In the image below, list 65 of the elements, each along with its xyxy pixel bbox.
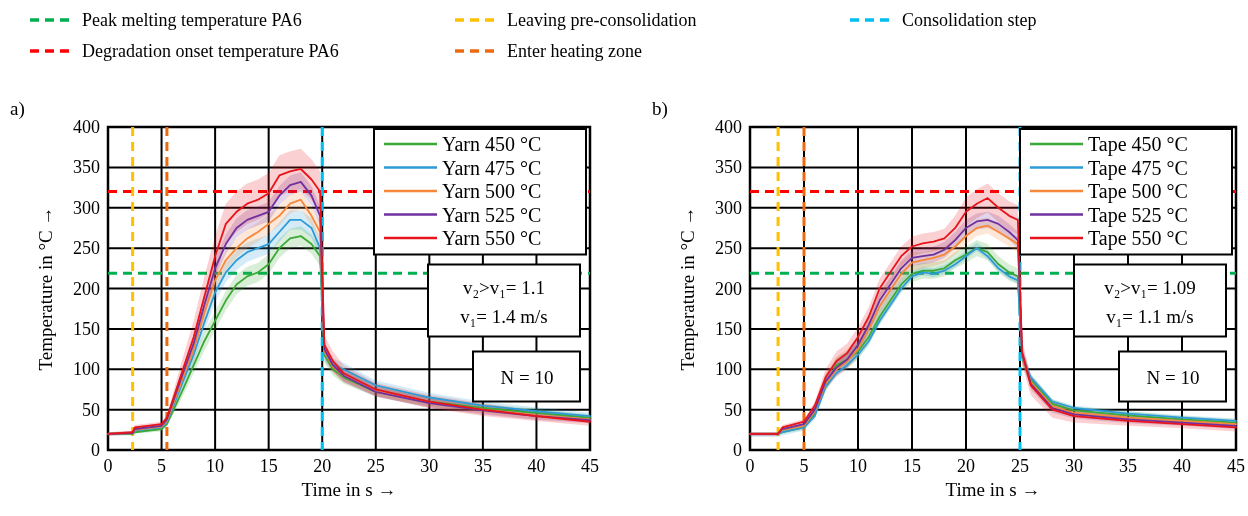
x-tick-label: 30 [420,456,439,476]
y-tick-label: 400 [715,117,742,137]
legend-label: Yarn 550 °C [442,227,542,249]
legend-label: Tape 475 °C [1088,156,1188,180]
y-tick-label: 300 [715,197,742,218]
legend-label: Enter heating zone [507,41,642,61]
x-tick-label: 10 [849,456,867,476]
x-tick-label: 35 [473,456,492,476]
y-tick-label: 250 [73,238,100,259]
x-tick-label: 15 [903,456,921,476]
y-tick-label: 0 [91,440,100,460]
x-tick-label: 10 [206,456,225,476]
annotation: v₁= 1.1 m/s [1106,305,1194,327]
x-axis-title: Time in s → [301,479,397,500]
legend-label: Tape 450 °C [1088,133,1188,156]
y-tick-label: 100 [73,359,100,380]
x-tick-label: 15 [259,456,278,476]
x-tick-label: 25 [1011,456,1029,476]
legend-label: Degradation onset temperature PA6 [82,41,339,61]
legend-label: Yarn 525 °C [442,203,542,226]
x-tick-label: 30 [1065,456,1083,476]
y-tick-label: 400 [73,117,100,137]
legend-label: Yarn 500 °C [442,180,542,202]
y-tick-label: 150 [715,318,742,339]
legend-label: Tape 525 °C [1088,203,1188,227]
y-tick-label: 150 [73,318,100,339]
text: a) [10,98,25,120]
legend-label: Consolidation step [902,10,1037,30]
x-tick-label: 45 [581,456,599,476]
x-tick-label: 0 [103,456,113,476]
x-tick-label: 5 [799,456,809,476]
legend-label: Yarn 475 °C [442,156,542,179]
x-tick-label: 40 [1173,456,1191,476]
legend-label: Peak melting temperature PA6 [82,10,302,30]
legend-label: Yarn 450 °C [442,133,542,155]
x-tick-label: 5 [157,456,167,476]
y-tick-label: 200 [715,278,742,299]
x-tick-label: 20 [313,456,332,476]
y-axis-title: Temperature in °C → [35,206,56,371]
x-tick-label: 0 [745,456,755,476]
annotation: v₂>v₁= 1.09 [1104,276,1196,298]
annotation: v₂>v₁= 1.1 [462,276,546,298]
legend-label: Leaving pre-consolidation [507,10,697,30]
y-tick-label: 200 [73,278,100,299]
x-axis-title: Time in s → [945,479,1041,500]
legend-label: Tape 550 °C [1088,227,1188,250]
x-tick-label: 25 [366,456,385,476]
y-tick-label: 250 [715,238,742,259]
x-tick-label: 35 [1119,456,1137,476]
y-tick-label: 100 [715,359,742,380]
text: b) [652,98,668,120]
x-tick-label: 40 [527,456,546,476]
x-tick-label: 45 [1227,456,1245,476]
legend-label: Tape 500 °C [1088,180,1188,203]
y-tick-label: 50 [724,399,742,420]
y-tick-label: 300 [73,197,100,218]
y-tick-label: 350 [715,157,742,178]
y-tick-label: 350 [73,157,100,178]
y-tick-label: 50 [82,399,100,420]
x-tick-label: 20 [957,456,975,476]
annotation: v₁= 1.4 m/s [460,305,548,327]
y-axis-title: Temperature in °C → [677,206,698,371]
y-tick-label: 0 [733,440,742,460]
annotation: N = 10 [1146,366,1200,388]
annotation: N = 10 [500,366,554,388]
